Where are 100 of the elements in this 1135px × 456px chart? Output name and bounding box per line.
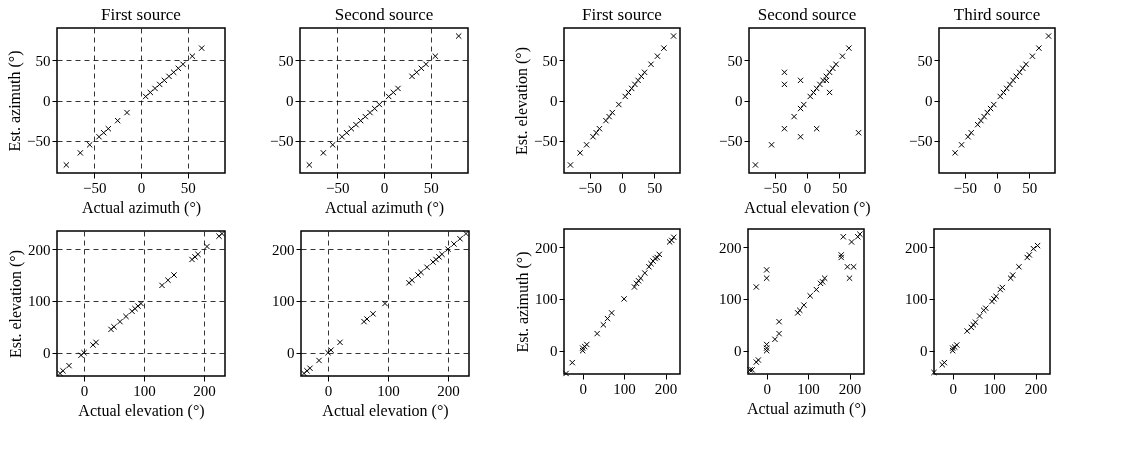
x-tick-label: 50: [180, 179, 196, 196]
point: [123, 109, 131, 116]
y-tick-label: 0: [286, 93, 294, 109]
point: [749, 366, 756, 373]
point: [838, 254, 845, 261]
y-tick-label: 0: [43, 93, 51, 109]
point: [151, 85, 159, 92]
x-tick-label: 100: [377, 382, 400, 399]
y-tick-label: 0: [920, 343, 928, 360]
point: [1029, 53, 1036, 60]
point: [432, 53, 439, 60]
point: [753, 283, 760, 291]
point: [1035, 44, 1043, 52]
y-tick-label: 50: [542, 52, 558, 69]
point: [562, 370, 570, 377]
point: [641, 269, 648, 277]
point: [622, 93, 629, 100]
point: [114, 117, 121, 124]
point: [609, 109, 616, 116]
point: [324, 349, 332, 356]
point: [596, 125, 603, 132]
x-tick-label: 50: [423, 179, 439, 196]
y-axis-title: Est. azimuth (°): [514, 251, 532, 353]
point: [569, 359, 576, 366]
point: [175, 65, 182, 72]
point: [656, 251, 663, 258]
point: [930, 369, 938, 376]
x-tick-label: −50: [763, 179, 788, 196]
point: [567, 161, 574, 169]
point: [362, 113, 369, 120]
point: [968, 129, 975, 136]
point: [813, 286, 820, 293]
point: [813, 85, 820, 92]
point: [408, 73, 416, 80]
point: [763, 275, 770, 282]
point: [964, 133, 972, 140]
point: [413, 69, 420, 76]
point: [807, 292, 814, 299]
point: [147, 89, 154, 96]
y-tick-label: 100: [719, 291, 742, 308]
y-tick-label: 200: [905, 239, 928, 256]
point: [797, 133, 804, 140]
point: [156, 81, 163, 88]
x-tick-label: 100: [983, 380, 1006, 397]
point: [348, 125, 355, 132]
point: [951, 149, 959, 157]
x-tick-label: 0: [803, 179, 812, 196]
point: [1009, 77, 1017, 84]
x-tick-label: 200: [437, 382, 460, 399]
point: [964, 327, 971, 335]
x-tick-label: 0: [380, 179, 389, 196]
point: [1009, 271, 1016, 279]
chart-title: Third source: [953, 5, 1041, 24]
point: [418, 65, 425, 72]
x-tick-label: 0: [993, 179, 1002, 196]
point: [781, 81, 788, 88]
point: [775, 330, 783, 337]
y-tick-label: −50: [270, 133, 294, 150]
point: [832, 61, 840, 68]
y-tick-label: 100: [28, 293, 51, 310]
point: [65, 362, 73, 369]
point: [768, 141, 775, 148]
point: [422, 61, 430, 68]
point: [376, 101, 383, 108]
y-tick-label: −50: [534, 133, 558, 150]
point: [405, 279, 413, 286]
point: [86, 141, 93, 148]
point: [958, 141, 965, 148]
point: [77, 352, 85, 359]
point: [845, 44, 853, 52]
point: [838, 251, 845, 259]
point: [215, 233, 223, 240]
point: [116, 318, 124, 325]
point: [615, 101, 622, 108]
point: [369, 310, 377, 317]
x-tick-label: 200: [654, 380, 678, 397]
point: [336, 339, 344, 346]
point: [620, 295, 628, 303]
x-tick-label: 100: [133, 382, 156, 399]
x-tick-label: −50: [326, 179, 350, 196]
point: [631, 81, 639, 88]
y-tick-label: 0: [550, 343, 558, 360]
x-tick-label: 100: [613, 380, 636, 397]
y-tick-label: −50: [27, 133, 51, 150]
point: [408, 277, 416, 284]
y-tick-label: 50: [917, 52, 933, 69]
point: [771, 336, 779, 343]
point: [95, 133, 103, 140]
point: [746, 366, 754, 373]
x-tick-label: 0: [618, 179, 627, 196]
point: [381, 300, 389, 307]
point: [122, 313, 130, 320]
point: [444, 245, 452, 253]
point: [604, 315, 611, 322]
point: [984, 109, 991, 116]
x-tick-label: 0: [949, 380, 957, 397]
x-axis-title: Actual elevation (°): [744, 198, 871, 217]
point: [583, 141, 590, 148]
point: [977, 117, 985, 124]
y-tick-label: −50: [719, 133, 743, 150]
